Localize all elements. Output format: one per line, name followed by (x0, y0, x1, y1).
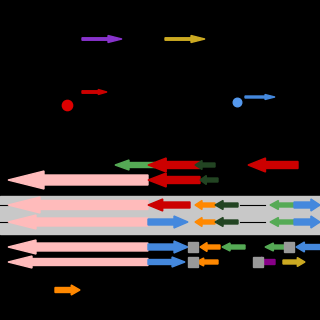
FancyArrow shape (148, 199, 190, 211)
FancyArrow shape (215, 201, 238, 210)
FancyArrow shape (248, 158, 298, 172)
FancyArrow shape (200, 175, 218, 185)
FancyArrow shape (265, 243, 289, 251)
FancyArrow shape (8, 256, 148, 268)
Bar (0, 196, 320, 234)
FancyArrow shape (148, 216, 188, 228)
FancyArrow shape (270, 218, 294, 227)
FancyArrow shape (294, 199, 320, 211)
FancyArrow shape (148, 158, 200, 172)
FancyArrow shape (148, 257, 185, 267)
FancyArrow shape (55, 285, 80, 295)
FancyArrow shape (8, 240, 148, 254)
FancyArrow shape (195, 201, 215, 210)
FancyArrow shape (82, 90, 107, 94)
FancyArrow shape (200, 243, 220, 252)
FancyArrow shape (283, 258, 305, 267)
FancyArrow shape (222, 243, 245, 251)
Bar (284, 242, 294, 252)
FancyArrow shape (215, 218, 238, 227)
FancyArrow shape (8, 171, 148, 189)
FancyArrow shape (8, 215, 148, 229)
FancyArrow shape (294, 216, 320, 228)
FancyArrow shape (82, 36, 122, 43)
FancyArrow shape (195, 161, 215, 170)
FancyArrow shape (165, 36, 205, 43)
FancyArrow shape (245, 94, 275, 100)
FancyArrow shape (148, 173, 200, 187)
FancyArrow shape (296, 242, 320, 252)
Bar (253, 257, 263, 267)
Point (235, 100, 240, 105)
FancyArrow shape (8, 197, 148, 213)
FancyArrow shape (270, 201, 294, 210)
Bar (188, 257, 198, 267)
Bar (188, 242, 198, 252)
Point (64, 102, 69, 108)
FancyArrow shape (148, 241, 188, 253)
FancyArrow shape (115, 160, 155, 170)
FancyArrow shape (196, 258, 218, 266)
FancyArrow shape (255, 257, 275, 267)
FancyArrow shape (195, 218, 215, 227)
